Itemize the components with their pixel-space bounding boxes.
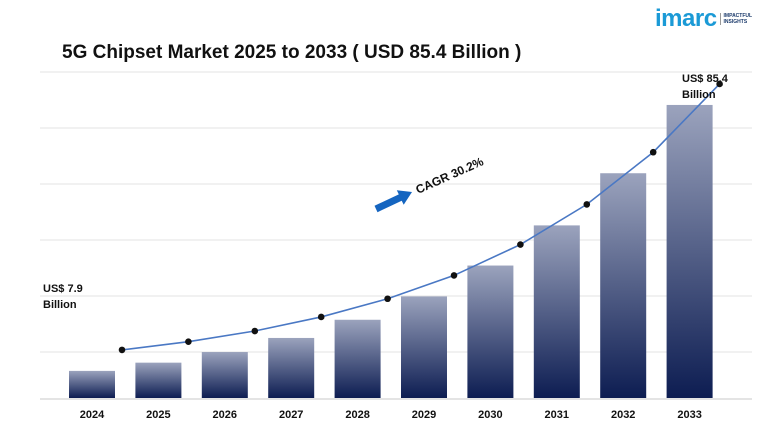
trend-point-2032	[649, 148, 657, 156]
trend-line	[118, 80, 723, 354]
bar-2028	[334, 319, 381, 398]
logo-word: imarc	[655, 5, 717, 32]
imarc-logo: imarc IMPACTFUL INSIGHTS	[655, 4, 752, 34]
cagr-arrow	[374, 190, 412, 213]
bar-2025	[135, 362, 182, 398]
bars	[69, 104, 713, 398]
trend-point-2024	[118, 346, 126, 354]
x-tick-label-2027: 2027	[279, 409, 303, 421]
start-value-label-line1: US$ 7.9	[43, 283, 83, 295]
x-tick-label-2028: 2028	[345, 409, 369, 421]
bar-2033	[666, 104, 713, 398]
bar-2024	[69, 370, 115, 398]
chart-title: 5G Chipset Market 2025 to 2033 ( USD 85.…	[62, 42, 522, 63]
logo-tagline-2: INSIGHTS	[723, 19, 748, 25]
trend-point-2033	[716, 80, 723, 88]
bar-2029	[401, 296, 447, 398]
x-tick-label-2031: 2031	[545, 409, 569, 421]
x-tick-label-2033: 2033	[677, 409, 701, 421]
x-tick-label-2025: 2025	[146, 409, 170, 421]
bar-2031	[533, 225, 580, 398]
end-value-label-line1: US$ 85.4	[682, 73, 729, 85]
cagr-label: CAGR 30.2%	[414, 154, 486, 196]
trend-point-2029	[450, 272, 458, 279]
x-tick-label-2024: 2024	[80, 409, 105, 421]
x-tick-label-2026: 2026	[213, 409, 237, 421]
x-axis-ticks: 2024 2025 2026 2027 2028 2029 2030 2031 2032 2033	[80, 409, 702, 421]
logo-tagline-1: IMPACTFUL	[723, 13, 753, 19]
cagr-arrow-icon	[374, 190, 412, 213]
bar-2030	[467, 265, 514, 398]
bar-2026	[201, 352, 248, 398]
trend-point-2026	[251, 327, 259, 335]
trend-point-2025	[185, 338, 192, 345]
end-value-label-line2: Billion	[682, 89, 716, 101]
start-value-label-line2: Billion	[43, 299, 77, 311]
x-tick-label-2029: 2029	[412, 409, 436, 421]
x-tick-label-2030: 2030	[478, 409, 502, 421]
trend-polyline	[121, 83, 721, 351]
x-tick-label-2032: 2032	[611, 409, 635, 421]
logo-tagline: IMPACTFUL INSIGHTS	[719, 13, 753, 25]
trend-point-2030	[517, 241, 524, 248]
trend-point-2031	[583, 201, 591, 208]
trend-point-2028	[384, 295, 391, 303]
trend-point-2027	[317, 313, 325, 321]
bar-2032	[600, 173, 647, 398]
bar-2027	[268, 337, 315, 398]
